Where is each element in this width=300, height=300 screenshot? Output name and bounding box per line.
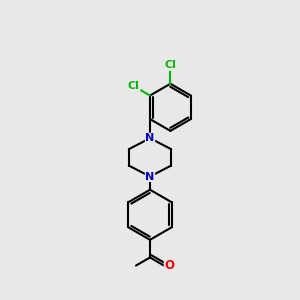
Text: O: O xyxy=(164,259,174,272)
Text: Cl: Cl xyxy=(164,60,176,70)
Text: N: N xyxy=(146,172,154,182)
Text: N: N xyxy=(146,133,154,143)
Text: Cl: Cl xyxy=(128,81,140,91)
